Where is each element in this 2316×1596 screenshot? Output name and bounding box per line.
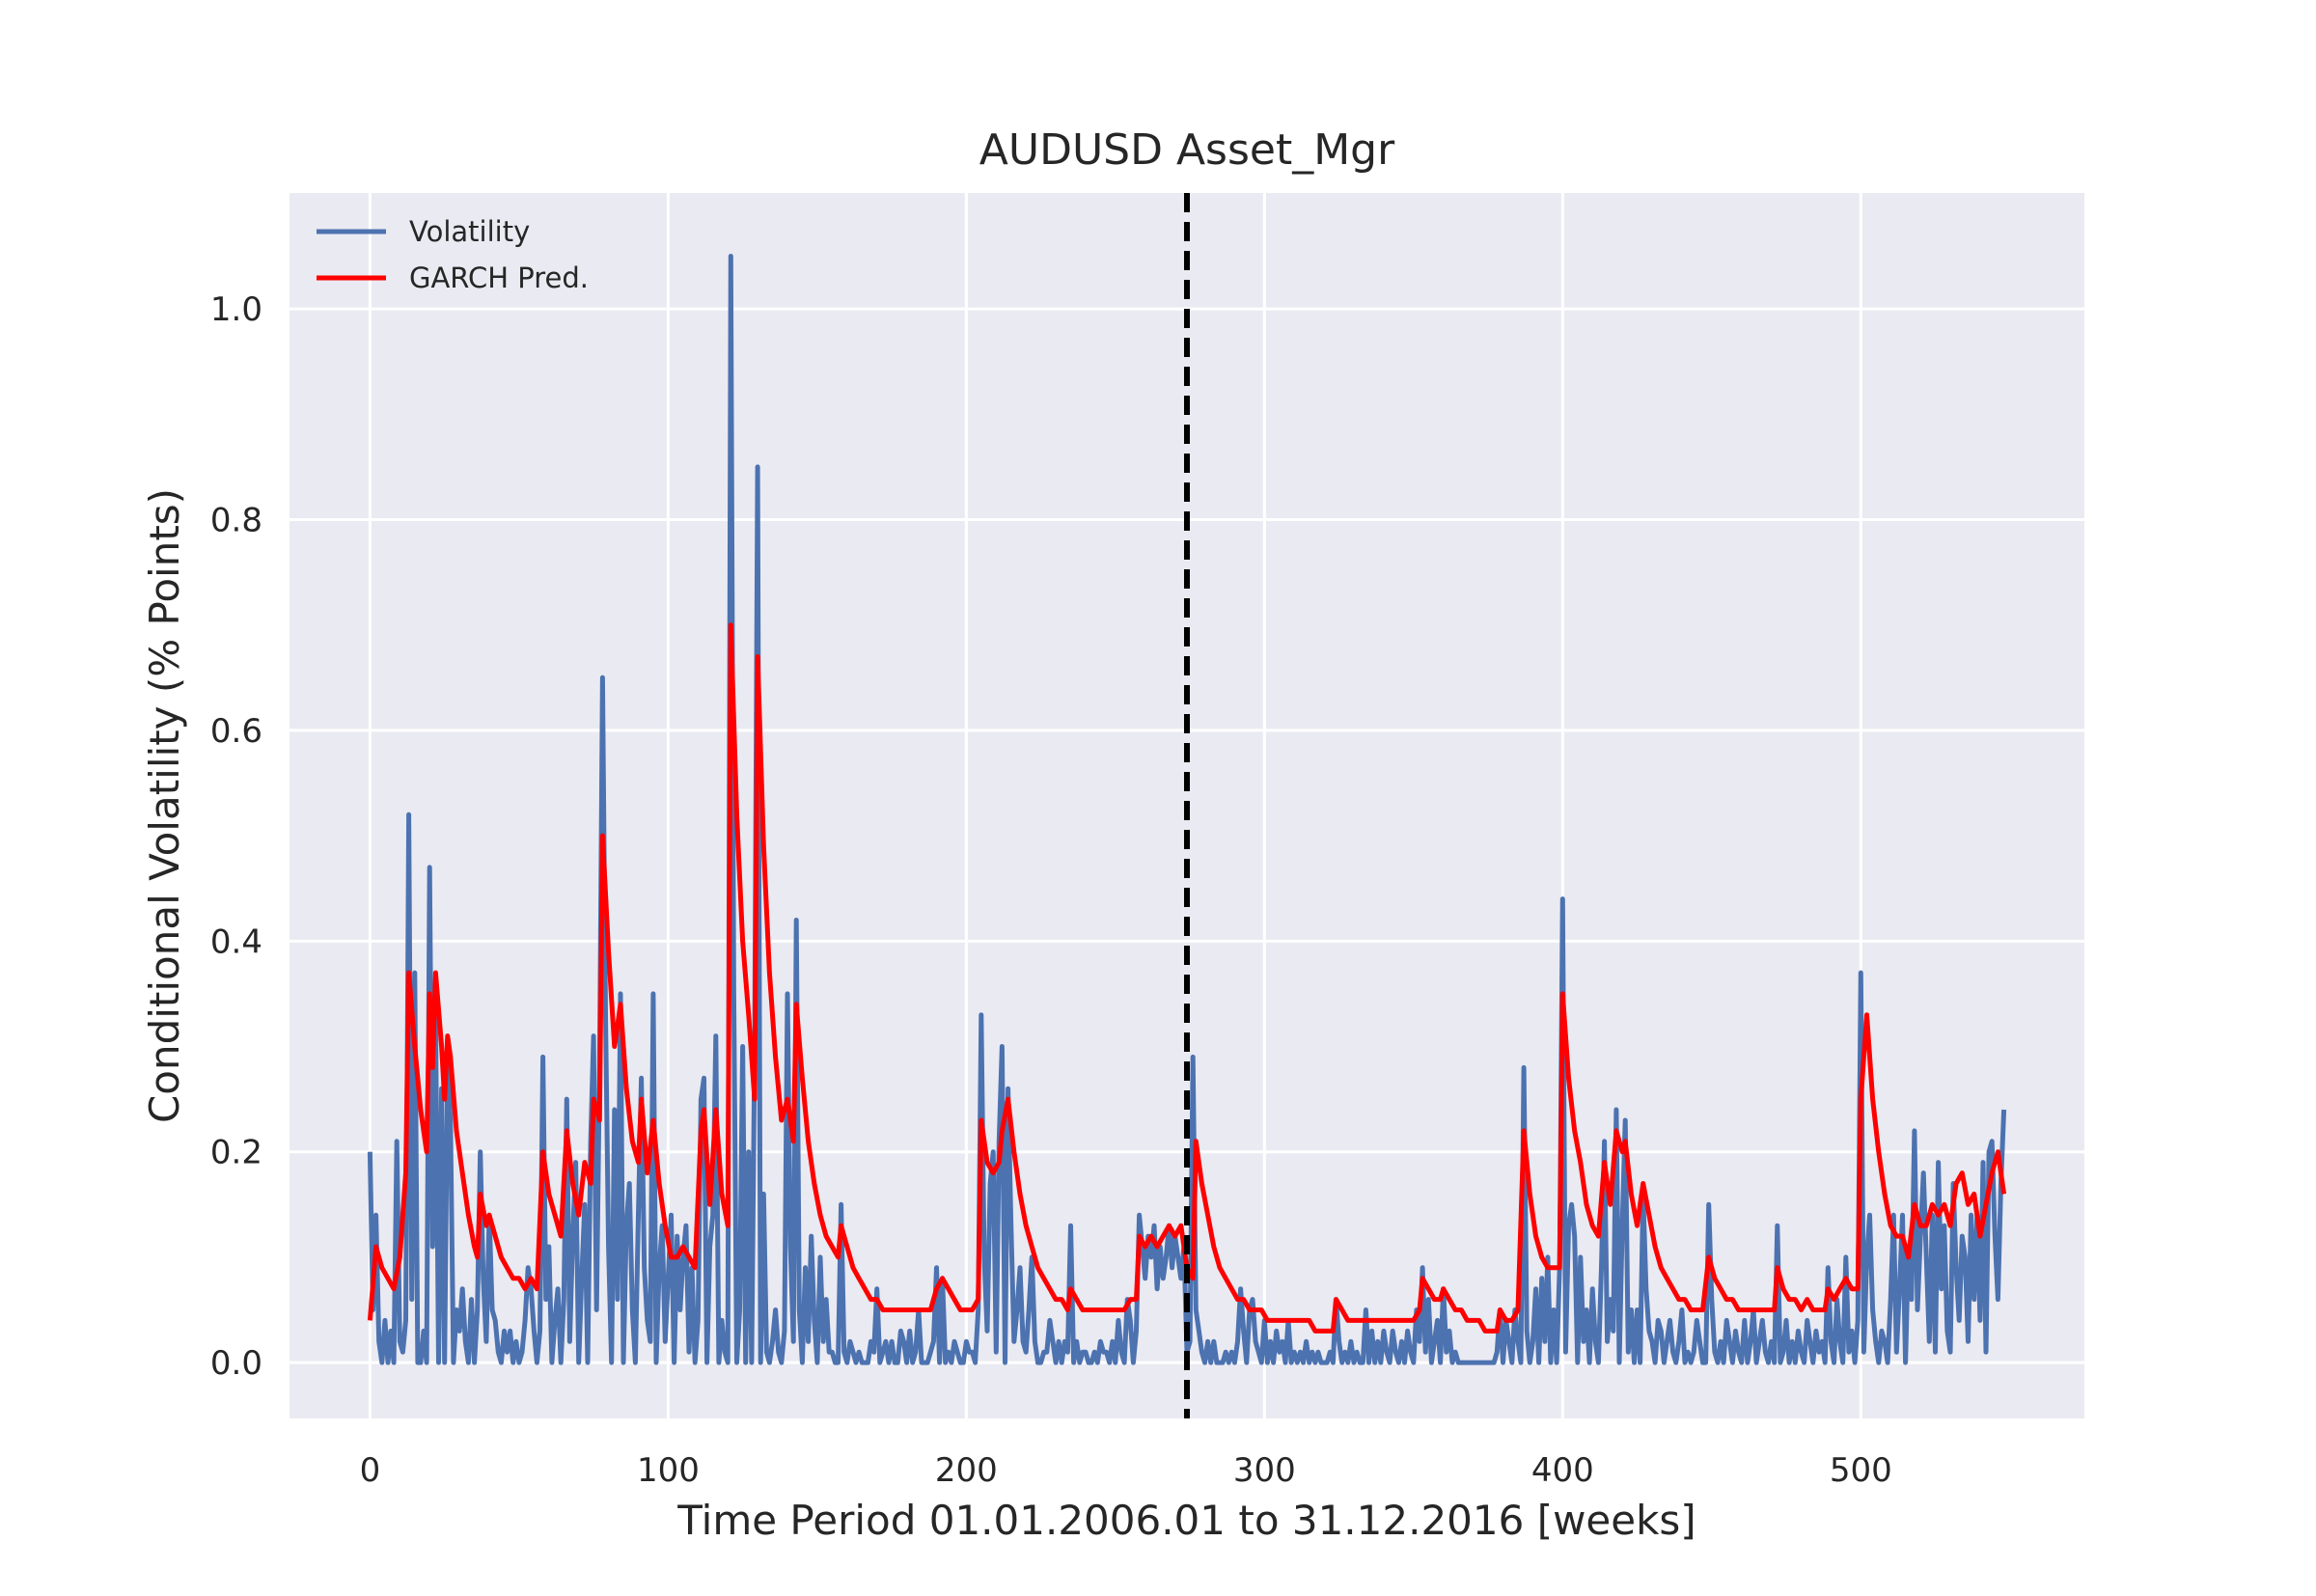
series-line-garch-pred [367,622,2007,1334]
legend: Volatility GARCH Pred. [317,215,589,294]
legend-label: GARCH Pred. [409,261,589,294]
x-tick-label: 100 [637,1451,700,1490]
y-tick-label: 0.0 [210,1344,262,1383]
y-tick-label: 0.8 [210,502,262,540]
x-tick-label: 500 [1830,1451,1892,1490]
y-tick-label: 1.0 [210,290,262,329]
x-tick-label: 400 [1531,1451,1594,1490]
x-axis-label: Time Period 01.01.2006.01 to 31.12.2016 … [676,1497,1696,1544]
x-tick-label: 300 [1233,1451,1296,1490]
legend-label: Volatility [409,215,530,248]
chart-title: AUDUSD Asset_Mgr [979,125,1395,175]
x-tick-label: 200 [935,1451,998,1490]
y-tick-label: 0.2 [210,1134,262,1172]
y-axis-label: Conditional Volatility (% Points) [141,488,188,1123]
x-tick-labels: 0 100 200 300 400 500 [360,1451,1892,1490]
y-tick-label: 0.6 [210,712,262,751]
y-tick-label: 0.4 [210,922,262,961]
y-tick-labels: 0.0 0.2 0.4 0.6 0.8 1.0 [210,290,262,1383]
x-tick-label: 0 [360,1451,381,1490]
